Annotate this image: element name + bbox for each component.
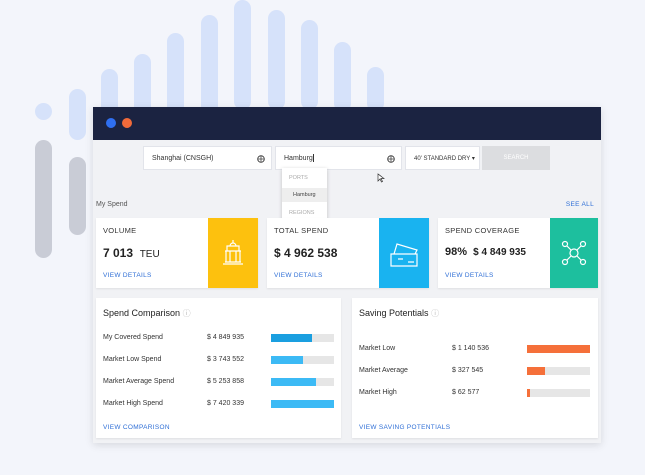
row-label: Market Average bbox=[359, 367, 408, 374]
volume-value: 7 013 bbox=[103, 246, 134, 260]
search-button[interactable]: SEARCH bbox=[482, 146, 550, 170]
building-icon bbox=[208, 218, 258, 288]
destination: Hamburg bbox=[284, 155, 313, 162]
card-label: TOTAL SPEND bbox=[274, 226, 329, 235]
network-icon bbox=[550, 218, 598, 288]
panel-title: Spend Comparison ⓘ bbox=[103, 308, 191, 318]
section-title: My Spend bbox=[96, 201, 128, 208]
row-value: $ 1 140 536 bbox=[452, 345, 489, 352]
bar-track bbox=[527, 345, 590, 353]
container-select[interactable]: 40' STANDARD DRY ▾ bbox=[405, 146, 480, 170]
window-dot[interactable] bbox=[106, 118, 116, 128]
spend-comparison-title: Spend Comparison bbox=[103, 308, 181, 318]
bar-track bbox=[271, 334, 334, 342]
decor bbox=[35, 140, 52, 258]
volume-unit: TEU bbox=[139, 249, 160, 260]
money-icon bbox=[379, 218, 429, 288]
card-value: 7 013 TEU bbox=[103, 246, 160, 260]
row-value: $ 5 253 858 bbox=[207, 378, 244, 385]
view-details-link[interactable]: VIEW DETAILS bbox=[445, 272, 494, 279]
cursor bbox=[377, 173, 385, 183]
window-dot[interactable] bbox=[122, 118, 132, 128]
row-label: My Covered Spend bbox=[103, 334, 163, 341]
container: 40' STANDARD DRY bbox=[414, 156, 471, 162]
card-value: $ 4 962 538 bbox=[274, 246, 338, 260]
row-value: $ 62 577 bbox=[452, 389, 480, 396]
bar-track bbox=[271, 400, 334, 408]
globe-icon bbox=[257, 155, 265, 163]
panel-title: Saving Potentials ⓘ bbox=[359, 308, 440, 318]
bar bbox=[527, 345, 590, 353]
decor bbox=[234, 0, 251, 110]
globe-icon bbox=[387, 155, 395, 163]
row-label: Market Low bbox=[359, 345, 396, 352]
coverage-percent: 98% bbox=[445, 246, 468, 258]
bar bbox=[271, 356, 303, 364]
spend-comparison-panel: Spend Comparison ⓘ My Covered Spend $ 4 8… bbox=[96, 298, 341, 438]
view-comparison-link[interactable]: VIEW COMPARISON bbox=[103, 424, 170, 431]
decor bbox=[69, 157, 86, 235]
decor bbox=[367, 67, 384, 112]
bar bbox=[271, 334, 313, 342]
bar-track bbox=[527, 389, 590, 397]
row-value: $ 7 420 339 bbox=[207, 400, 244, 407]
bar-track bbox=[271, 356, 334, 364]
origin: Shanghai (CNSGH) bbox=[152, 155, 214, 162]
decor bbox=[334, 42, 351, 112]
decor bbox=[201, 15, 218, 115]
coverage-amount: $ 4 849 935 bbox=[473, 247, 526, 258]
decor bbox=[69, 89, 86, 140]
row-label: Market Average Spend bbox=[103, 378, 175, 385]
row-value: $ 327 545 bbox=[452, 367, 484, 374]
saving-potentials-title: Saving Potentials bbox=[359, 308, 429, 318]
bar-track bbox=[271, 378, 334, 386]
decor bbox=[35, 103, 52, 120]
bar bbox=[271, 378, 316, 386]
row-value: $ 3 743 552 bbox=[207, 356, 244, 363]
volume-card: VOLUME 7 013 TEU VIEW DETAILS bbox=[96, 218, 258, 288]
spend-coverage-card: SPEND COVERAGE 98% $ 4 849 935 VIEW DETA… bbox=[438, 218, 598, 288]
destination-input[interactable]: Hamburg bbox=[275, 146, 402, 170]
saving-potentials-panel: Saving Potentials ⓘ Market Low $ 1 140 53… bbox=[352, 298, 598, 438]
row-label: Market Low Spend bbox=[103, 356, 162, 363]
bar bbox=[271, 400, 334, 408]
view-saving-potentials-link[interactable]: VIEW SAVING POTENTIALS bbox=[359, 424, 451, 431]
bar bbox=[527, 389, 531, 397]
row-label: Market High Spend bbox=[103, 400, 163, 407]
decor bbox=[268, 10, 285, 110]
card-label: VOLUME bbox=[103, 226, 137, 235]
card-label: SPEND COVERAGE bbox=[445, 226, 520, 235]
dropdown: PORTS Hamburg REGIONS bbox=[282, 168, 327, 222]
origin-input[interactable]: Shanghai (CNSGH) bbox=[143, 146, 272, 170]
decor bbox=[167, 33, 184, 123]
decor bbox=[301, 20, 318, 110]
total-spend-card: TOTAL SPEND $ 4 962 538 VIEW DETAILS bbox=[267, 218, 429, 288]
view-details-link[interactable]: VIEW DETAILS bbox=[274, 272, 323, 279]
dropdown-header: REGIONS bbox=[289, 210, 315, 216]
see-all-link[interactable]: SEE ALL bbox=[565, 201, 594, 208]
bar-track bbox=[527, 367, 590, 375]
dropdown-header: PORTS bbox=[289, 175, 308, 181]
bar bbox=[527, 367, 546, 375]
card-value: 98% $ 4 849 935 bbox=[445, 246, 526, 258]
dropdown-option[interactable]: Hamburg bbox=[282, 188, 327, 202]
view-details-link[interactable]: VIEW DETAILS bbox=[103, 272, 152, 279]
title-bar bbox=[93, 107, 601, 140]
app-window: Shanghai (CNSGH) Hamburg 40' STANDARD DR… bbox=[93, 107, 601, 443]
row-label: Market High bbox=[359, 389, 397, 396]
row-value: $ 4 849 935 bbox=[207, 334, 244, 341]
